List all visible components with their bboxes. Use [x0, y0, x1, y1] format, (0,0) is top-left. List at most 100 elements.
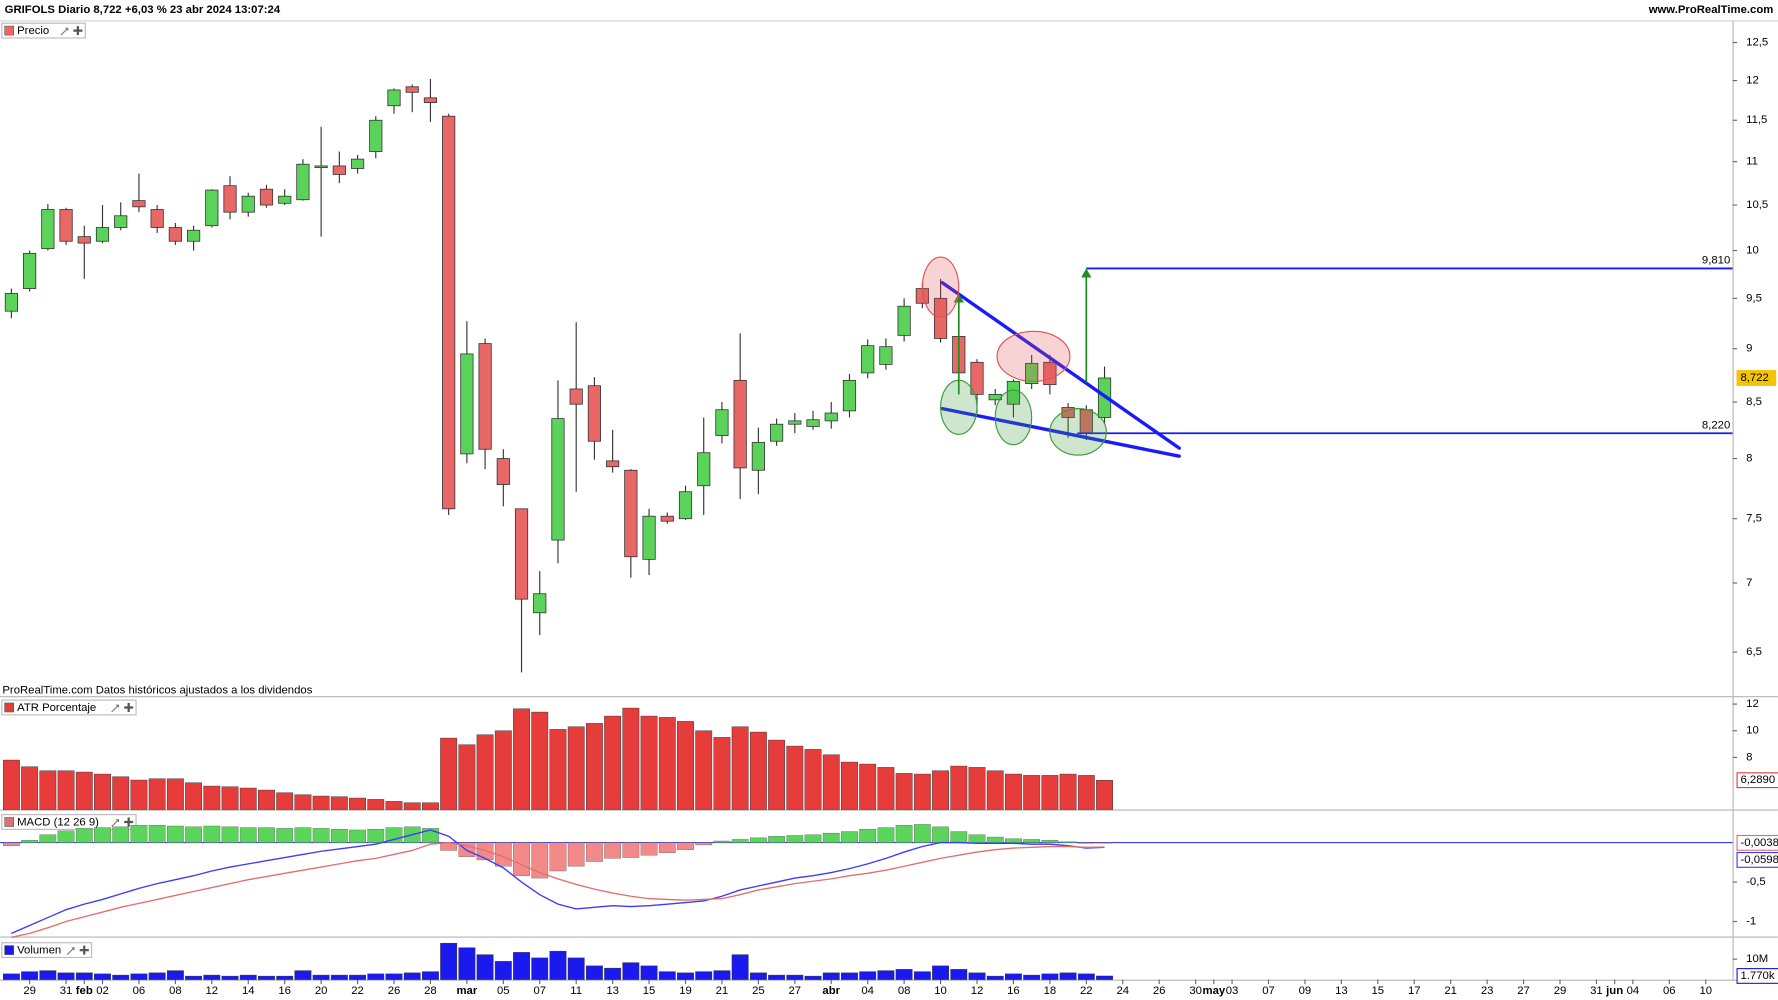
bar	[440, 737, 458, 810]
bar	[932, 965, 949, 980]
bar	[585, 723, 603, 810]
y-tick-label: -1	[1746, 916, 1756, 928]
x-tick-label: 13	[606, 985, 619, 997]
bar	[203, 785, 221, 810]
bar	[585, 965, 603, 980]
bar	[2, 973, 20, 980]
candle-body	[933, 297, 948, 339]
bar	[276, 975, 294, 980]
pane-title: MACD (12 26 9)	[17, 817, 99, 829]
bar	[804, 975, 822, 980]
x-tick-label: 15	[643, 985, 656, 997]
legend-swatch	[4, 817, 14, 827]
y-tick-label: 9,5	[1746, 292, 1762, 304]
legend-icon	[73, 26, 83, 36]
last-value-box	[1736, 968, 1778, 984]
candle-body	[442, 115, 456, 510]
x-tick-label: 30	[1189, 985, 1202, 997]
candle-body	[23, 252, 37, 289]
trendline	[940, 281, 1181, 450]
x-tick-label: 27	[1517, 985, 1530, 997]
legend-box	[1, 22, 86, 39]
bar	[1023, 775, 1041, 810]
bar	[567, 726, 585, 810]
histogram-bar	[658, 842, 676, 854]
bar	[658, 717, 676, 810]
x-tick-label: 04	[1627, 985, 1640, 997]
bar	[476, 954, 494, 980]
legend-swatch	[4, 702, 14, 713]
histogram-bar	[349, 829, 366, 843]
bar	[130, 779, 148, 810]
x-tick-label: 07	[533, 985, 546, 997]
y-tick-label: 7	[1746, 577, 1752, 589]
bar	[367, 799, 385, 810]
candle-body	[533, 593, 547, 614]
bar	[950, 969, 968, 980]
bar	[749, 731, 767, 810]
bar	[294, 794, 312, 810]
bar	[330, 974, 348, 980]
x-tick-label: 06	[1663, 985, 1676, 997]
highlight-ellipse	[994, 389, 1033, 446]
histogram-bar	[312, 828, 330, 843]
bar	[913, 971, 931, 980]
bar	[677, 972, 694, 980]
x-tick-label: 23	[1481, 985, 1494, 997]
bar	[968, 972, 986, 980]
histogram-bar	[185, 826, 202, 843]
bar	[185, 975, 203, 980]
indicator-line	[11, 829, 1105, 934]
bar	[877, 767, 895, 810]
legend-icon	[111, 704, 120, 713]
histogram-bar	[167, 825, 184, 843]
x-tick-label: 26	[388, 985, 401, 997]
y-tick-label: 11,5	[1746, 114, 1767, 126]
histogram-bar	[367, 828, 385, 843]
x-tick-label: 22	[351, 985, 364, 997]
legend-icon	[124, 702, 134, 713]
bar	[513, 952, 530, 980]
candle-body	[59, 209, 73, 242]
x-tick-label: 10	[934, 985, 947, 997]
bar	[1005, 973, 1022, 980]
bar	[385, 801, 403, 810]
bar	[312, 795, 330, 810]
bar	[21, 971, 39, 980]
bar	[567, 957, 585, 980]
bar	[622, 707, 640, 810]
highlight-ellipse	[1049, 408, 1107, 456]
histogram-bar	[786, 835, 804, 843]
candle-body	[551, 418, 565, 541]
y-tick-label: 10M	[1746, 953, 1768, 965]
candle-body	[4, 293, 18, 312]
bar	[859, 971, 877, 980]
legend-swatch	[4, 945, 14, 955]
bar	[658, 971, 676, 980]
highlight-ellipse	[939, 379, 978, 435]
candle-body	[205, 189, 219, 227]
bar	[75, 972, 93, 980]
x-tick-label: 24	[1116, 985, 1129, 997]
candle-body	[660, 515, 674, 522]
bar	[986, 975, 1004, 980]
bar	[440, 942, 458, 980]
legend-swatch	[4, 25, 14, 36]
bar	[458, 947, 476, 980]
x-tick-label: 07	[1262, 985, 1275, 997]
y-tick-label: 8	[1746, 751, 1752, 763]
bar	[513, 708, 530, 810]
bar	[403, 972, 421, 980]
candle-body	[770, 423, 784, 442]
x-tick-label: 16	[278, 985, 291, 997]
bar	[713, 970, 731, 980]
bar	[185, 782, 203, 810]
candle-body	[41, 209, 55, 250]
histogram-bar	[148, 825, 166, 843]
histogram-bar	[1059, 841, 1077, 843]
y-tick-label: 10,5	[1746, 199, 1768, 211]
bar	[1077, 973, 1095, 980]
histogram-bar	[112, 826, 130, 843]
bar	[422, 971, 439, 980]
x-tick-label: 29	[23, 985, 36, 997]
